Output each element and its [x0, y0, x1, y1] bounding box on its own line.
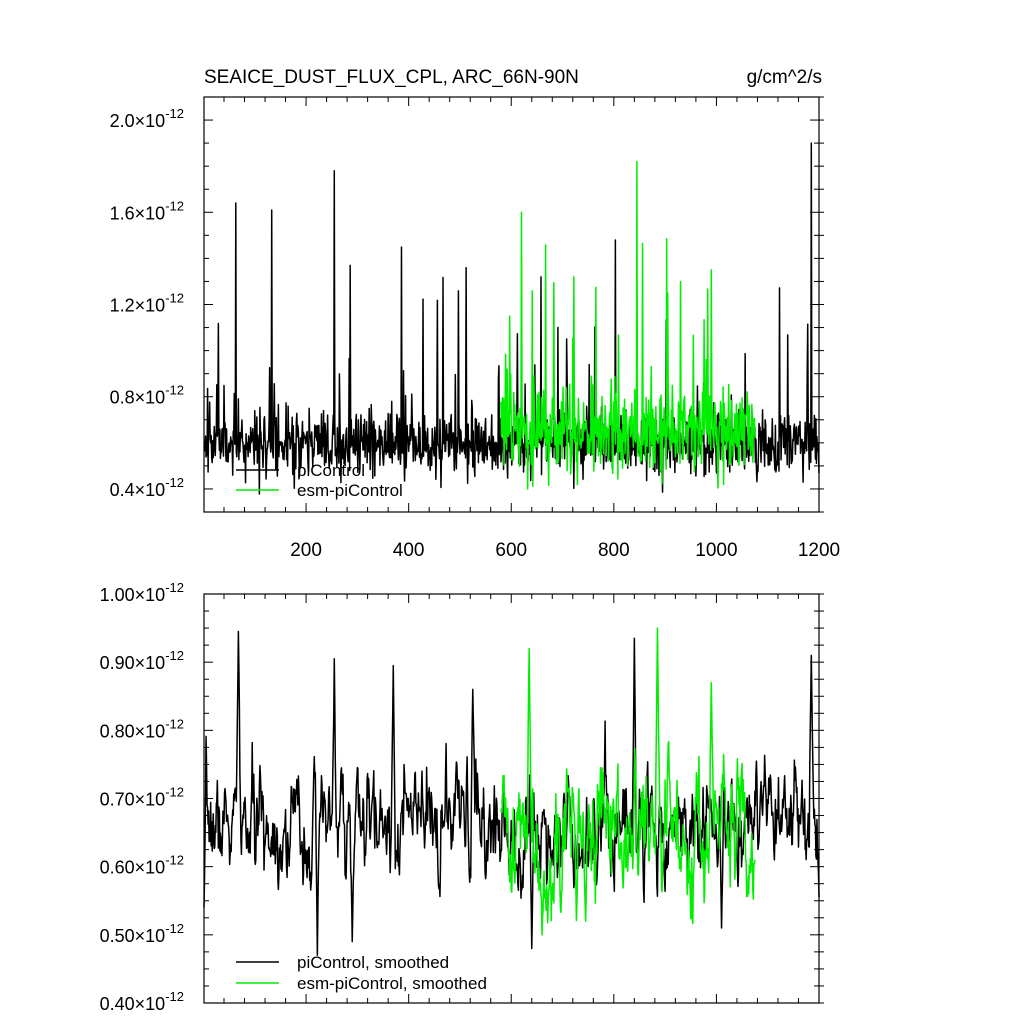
legend-label-picontrol-smoothed: piControl, smoothed	[297, 953, 449, 972]
y-tick-label: 0.70×10-12	[100, 785, 184, 810]
top-legend: piControl esm-piControl	[236, 461, 403, 500]
y-tick-label: 2.0×10-12	[110, 106, 184, 131]
units-label: g/cm^2/s	[747, 67, 822, 88]
chart-title: SEAICE_DUST_FLUX_CPL, ARC_66N-90N	[204, 67, 579, 88]
y-tick-label: 0.8×10-12	[110, 383, 184, 408]
series-line-esm-picontrol-smoothed	[500, 627, 756, 936]
y-tick-label: 0.50×10-12	[100, 921, 184, 946]
x-tick-label: 1200	[798, 540, 840, 561]
y-tick-label: 0.4×10-12	[110, 475, 184, 500]
legend-label-esm-picontrol: esm-piControl	[297, 481, 403, 500]
x-tick-label: 200	[290, 540, 322, 561]
bottom-panel: 0.40×10-12 0.50×10-12 0.60×10-12 0.70×10-12…	[100, 580, 824, 1014]
y-tick-label: 0.40×10-12	[100, 989, 184, 1014]
series-line-esm-picontrol	[500, 160, 756, 490]
x-tick-label: 800	[598, 540, 630, 561]
y-tick-label: 1.6×10-12	[110, 198, 184, 223]
x-tick-label: 400	[393, 540, 425, 561]
series-line-picontrol-smoothed	[203, 630, 820, 957]
y-tick-label: 1.2×10-12	[110, 291, 184, 316]
legend-label-esm-picontrol-smoothed: esm-piControl, smoothed	[297, 974, 487, 993]
y-tick-label: 0.80×10-12	[100, 716, 184, 741]
y-tick-label: 0.90×10-12	[100, 648, 184, 673]
top-panel: 200 400 600 800 1000 1200 0.4×10-12 0.8×10-12 1.…	[110, 96, 840, 561]
x-tick-label: 1000	[695, 540, 737, 561]
y-tick-label: 1.00×10-12	[100, 580, 184, 605]
y-tick-label: 0.60×10-12	[100, 853, 184, 878]
x-tick-label: 600	[495, 540, 527, 561]
legend-label-picontrol: piControl	[297, 461, 365, 480]
bottom-legend: piControl, smoothed esm-piControl, smoot…	[236, 953, 487, 993]
